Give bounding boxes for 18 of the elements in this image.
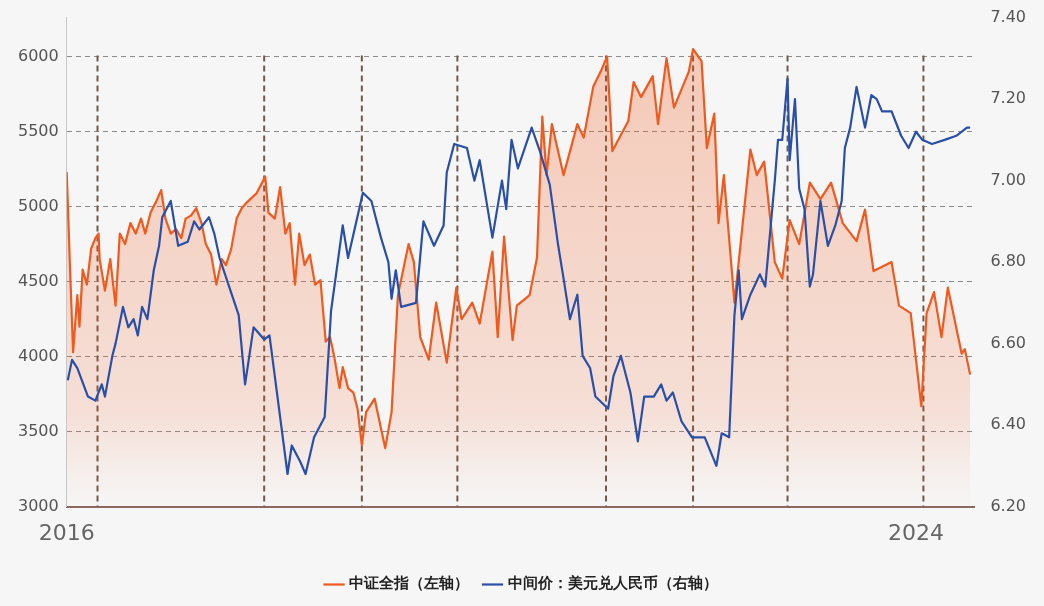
y2-tick-label: 7.00 bbox=[990, 169, 1026, 189]
legend-label: 中证全指（左轴） bbox=[349, 574, 469, 593]
y-tick-label: 4000 bbox=[18, 345, 59, 365]
y-tick-label: 4500 bbox=[18, 270, 59, 290]
y2-tick-label: 6.80 bbox=[990, 251, 1026, 271]
y-tick-label: 5500 bbox=[18, 120, 59, 140]
y2-tick-label: 7.20 bbox=[990, 88, 1026, 108]
y-tick-label: 5000 bbox=[18, 195, 59, 215]
y2-tick-label: 6.40 bbox=[990, 414, 1026, 434]
y-tick-label: 3000 bbox=[18, 495, 59, 515]
legend-label: 中间价：美元兑人民币（右轴） bbox=[507, 574, 718, 593]
y-tick-label: 6000 bbox=[18, 45, 59, 65]
y2-tick-label: 6.60 bbox=[990, 332, 1026, 352]
y2-tick-label: 6.20 bbox=[990, 495, 1026, 515]
y2-tick-label: 7.40 bbox=[990, 6, 1026, 26]
x-tick-label: 2024 bbox=[887, 519, 944, 545]
y-tick-label: 3500 bbox=[18, 420, 59, 440]
x-tick-label: 2016 bbox=[38, 519, 95, 545]
